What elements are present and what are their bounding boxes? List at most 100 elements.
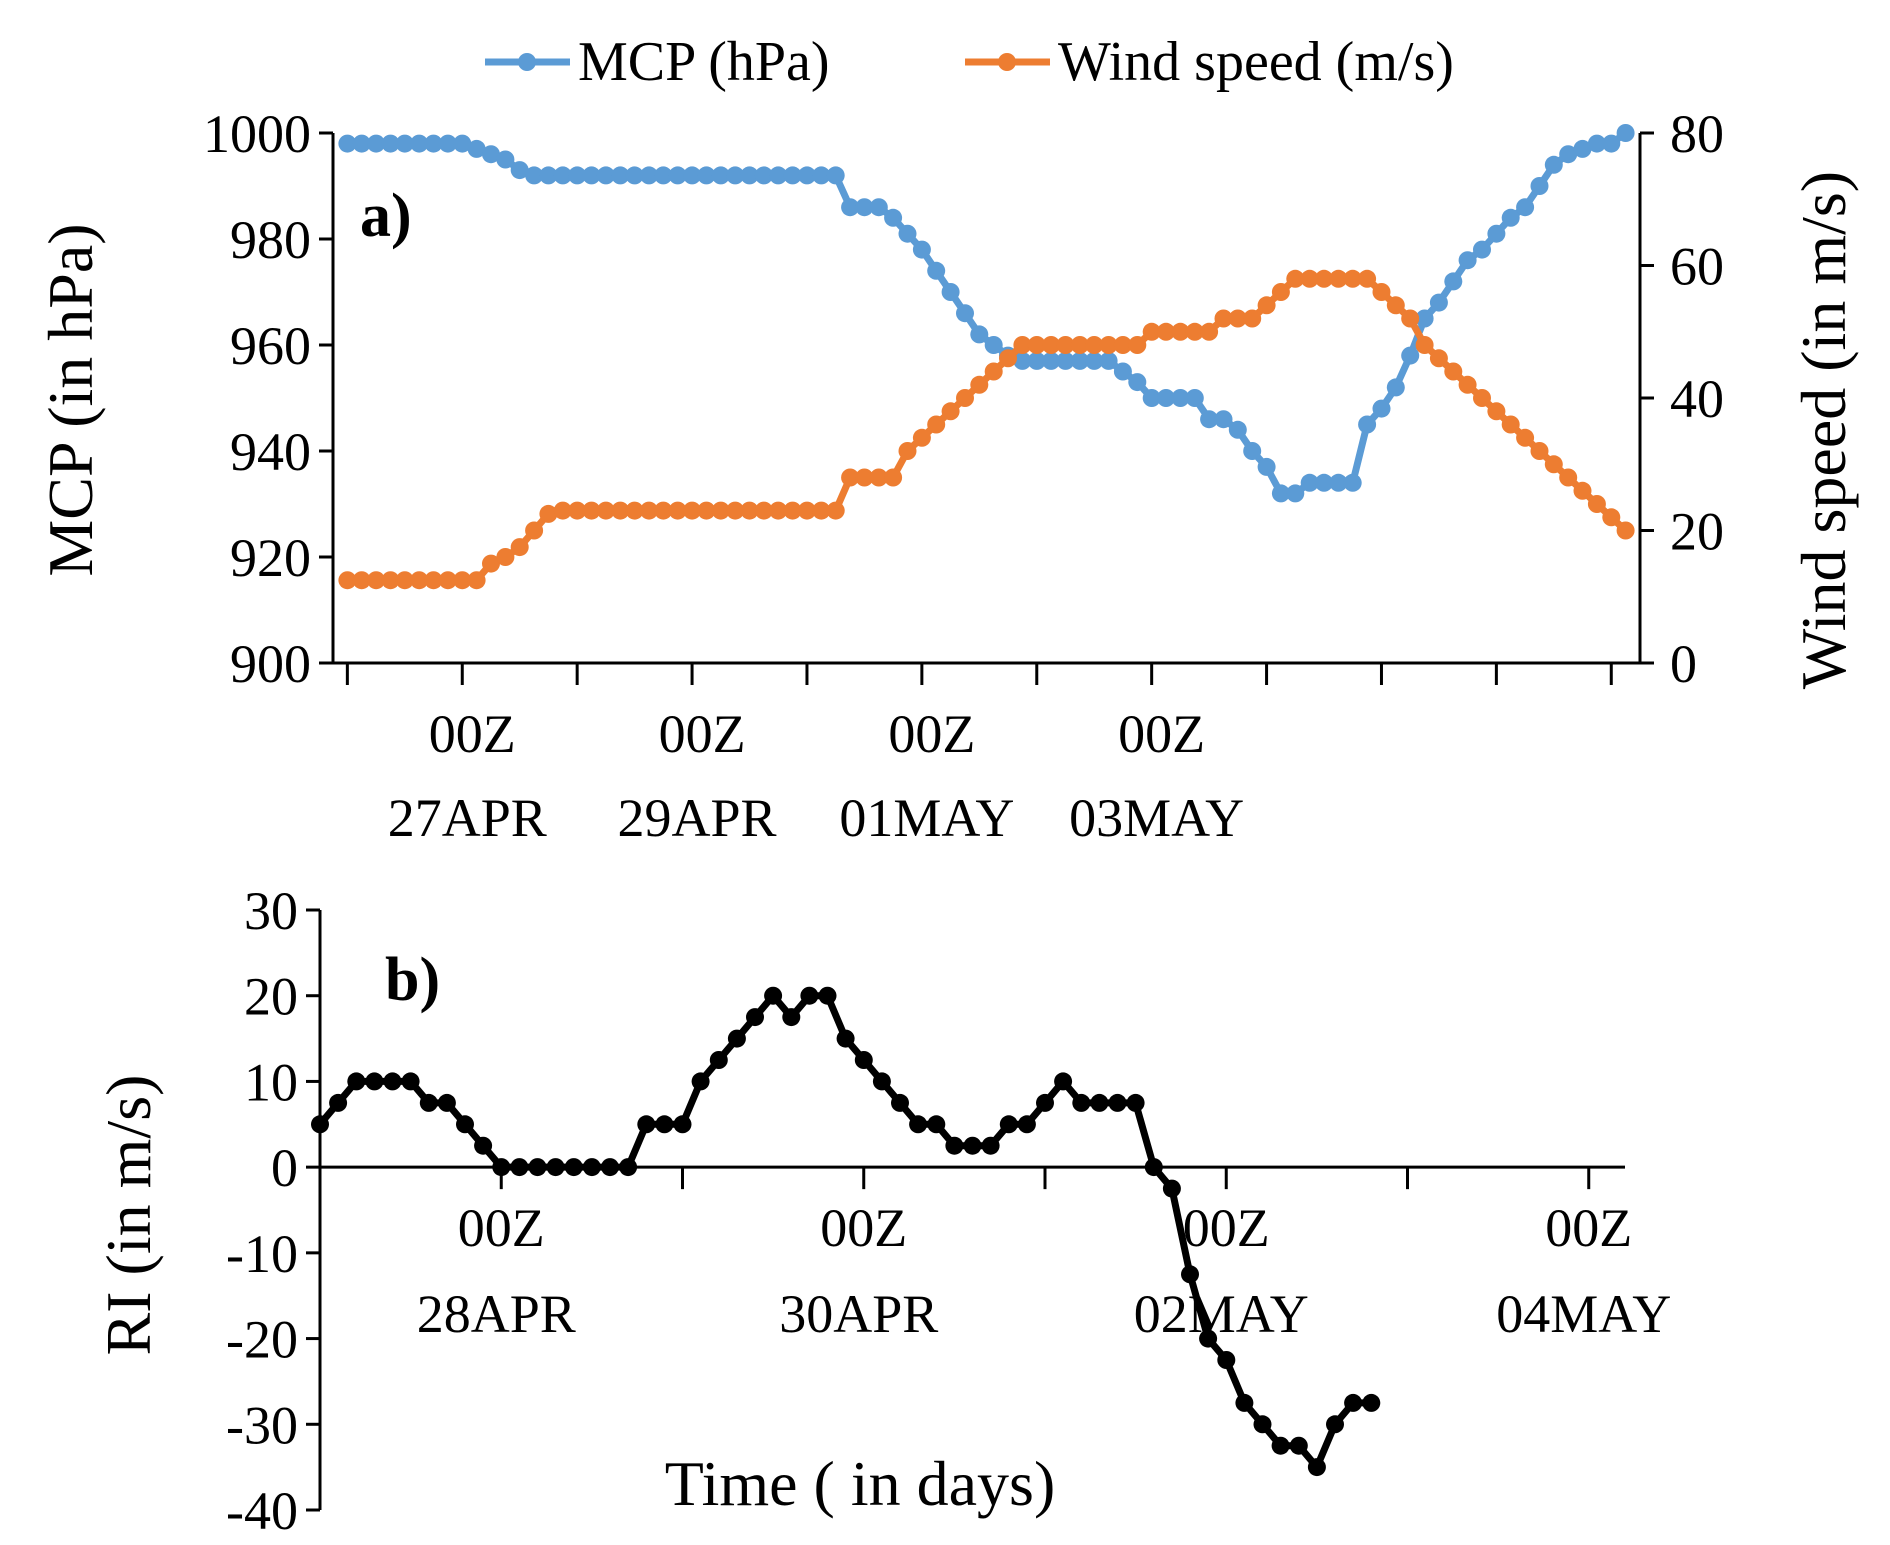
data-point-wind [984, 362, 1003, 381]
left-tick-label: 940 [230, 422, 311, 482]
data-point-mcp [1300, 473, 1319, 492]
panel-b-y-axis-title: RI (in m/s) [93, 1075, 164, 1356]
data-point-mcp [1501, 208, 1520, 227]
data-point-wind [783, 501, 802, 520]
data-point-wind [956, 389, 974, 407]
data-point-mcp [1027, 351, 1046, 370]
data-point-wind [510, 538, 529, 557]
data-point-wind [496, 548, 515, 566]
right-tick-label: 20 [1670, 502, 1724, 562]
x-tick-label-line2: 02MAY [1134, 1284, 1309, 1344]
data-point-mcp [1473, 240, 1491, 259]
panel-b: -40 -30 -20 -10 0 10 20 30 00Z 28APR 00Z 30APR 00Z 02… [93, 881, 1671, 1541]
data-point-mcp [410, 134, 429, 153]
data-point-wind [812, 501, 831, 520]
data-point-wind [482, 554, 500, 573]
data-point-mcp [381, 134, 400, 153]
panel-b-axes: -40 -30 -20 -10 0 10 20 30 00Z 28APR 00Z 30APR 00Z 02… [226, 881, 1671, 1541]
data-point-wind [711, 501, 730, 520]
data-point-ri [1344, 1393, 1363, 1412]
data-point-mcp [1271, 484, 1290, 503]
data-point-mcp [1257, 457, 1276, 476]
data-point-wind [1616, 521, 1635, 540]
panel-a-left-axis-title: MCP (in hPa) [35, 223, 106, 576]
data-point-ri [401, 1072, 420, 1091]
data-point-wind [1487, 402, 1506, 421]
data-point-mcp [697, 166, 716, 185]
data-point-ri [1017, 1115, 1036, 1134]
data-point-wind [941, 402, 960, 421]
data-point-ri [1289, 1436, 1308, 1455]
x-tick-label-line1: 00Z [429, 704, 516, 764]
data-point-wind [1358, 269, 1377, 288]
data-point-ri [365, 1072, 384, 1091]
data-point-mcp [1458, 251, 1477, 270]
data-point-wind [898, 442, 917, 460]
data-point-mcp [568, 166, 587, 185]
legend-label-mcp: MCP (hPa) [578, 31, 830, 93]
data-point-ri [1108, 1093, 1127, 1112]
legend-marker-wind [998, 53, 1016, 71]
left-tick-label: 980 [230, 210, 311, 270]
data-point-wind [1056, 336, 1075, 354]
data-point-wind [467, 571, 486, 590]
data-point-wind [1559, 468, 1578, 487]
data-point-wind [1329, 269, 1348, 288]
data-point-mcp [1444, 272, 1463, 291]
data-point-mcp [1042, 351, 1061, 370]
data-point-wind [1501, 415, 1520, 434]
panel-b-label: b) [385, 946, 440, 1014]
x-tick-label-line2: 29APR [618, 788, 777, 848]
data-point-wind [1286, 269, 1305, 288]
data-point-wind [1573, 481, 1592, 500]
data-point-mcp [1128, 373, 1147, 392]
data-point-wind [912, 428, 931, 447]
panel-a-label: a) [360, 182, 412, 250]
data-point-mcp [1343, 473, 1362, 492]
series-mcp [338, 124, 1635, 503]
data-point-mcp [1415, 309, 1434, 328]
data-point-mcp [898, 224, 917, 243]
panel-a-right-axis-title: Wind speed (in m/s) [1788, 171, 1859, 689]
data-point-wind [1228, 309, 1247, 328]
data-point-mcp [510, 161, 529, 180]
panel-b-x-axis-title: Time ( in days) [665, 1448, 1056, 1519]
legend: MCP (hPa) Wind speed (m/s) [485, 31, 1454, 93]
data-point-wind [1516, 428, 1535, 447]
data-point-ri [1181, 1265, 1199, 1284]
data-point-ri [1054, 1072, 1073, 1091]
data-point-wind [395, 571, 414, 590]
legend-marker-mcp [518, 53, 536, 71]
data-point-mcp [956, 304, 974, 323]
data-point-ri [782, 1008, 801, 1027]
data-point-mcp [783, 166, 802, 185]
y-tick-label: 20 [244, 967, 298, 1027]
data-point-wind [1444, 362, 1463, 381]
data-point-mcp [970, 325, 989, 344]
data-point-ri [891, 1093, 909, 1112]
data-point-wind [1530, 442, 1549, 460]
data-point-mcp [1013, 351, 1032, 370]
data-point-ri [1126, 1093, 1145, 1112]
data-point-mcp [769, 166, 788, 185]
left-tick-label: 920 [230, 528, 311, 588]
data-point-ri [1326, 1415, 1344, 1434]
data-point-mcp [438, 134, 457, 153]
data-point-wind [970, 375, 989, 394]
data-point-mcp [1329, 473, 1348, 492]
data-point-ri [383, 1072, 402, 1091]
data-point-wind [1171, 322, 1190, 341]
data-point-wind [1157, 322, 1175, 341]
data-point-mcp [668, 166, 687, 185]
data-point-wind [1243, 309, 1262, 328]
series-line-mcp [347, 130, 1628, 497]
data-point-mcp [826, 166, 845, 185]
data-point-mcp [1185, 389, 1204, 407]
left-tick-label: 900 [230, 634, 311, 694]
data-point-mcp [367, 134, 386, 153]
x-tick-label-line2: 28APR [417, 1284, 576, 1344]
data-point-wind [999, 349, 1017, 368]
data-point-mcp [1573, 139, 1592, 158]
data-point-mcp [424, 134, 443, 153]
data-point-mcp [884, 208, 903, 227]
